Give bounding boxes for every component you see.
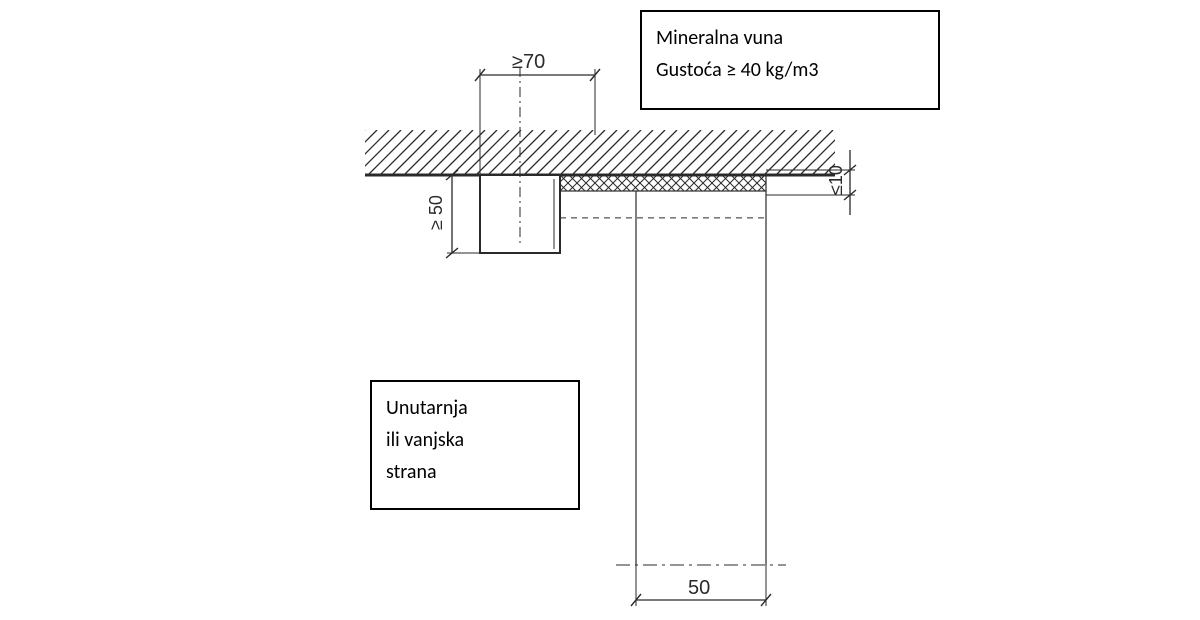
callout-line: ili vanjska — [386, 424, 564, 456]
section-drawing: ≥70 ≥ 50 ≤10 50 — [0, 0, 1200, 620]
callout-mineral-wool: Mineralna vuna Gustoća ≥ 40 kg/m3 — [640, 10, 940, 110]
svg-text:≥ 50: ≥ 50 — [426, 195, 446, 230]
callout-line: strana — [386, 456, 564, 488]
callout-line: Unutarnja — [386, 392, 564, 424]
svg-text:≥70: ≥70 — [512, 51, 545, 73]
diagram-stage: ≥70 ≥ 50 ≤10 50 Mineralna vuna Gustoća ≥ 40… — [0, 0, 1200, 620]
svg-text:≤10: ≤10 — [826, 165, 846, 195]
callout-side: Unutarnja ili vanjska strana — [370, 380, 580, 510]
callout-line: Gustoća ≥ 40 kg/m3 — [656, 54, 924, 86]
callout-line: Mineralna vuna — [656, 22, 924, 54]
svg-text:50: 50 — [688, 577, 710, 599]
